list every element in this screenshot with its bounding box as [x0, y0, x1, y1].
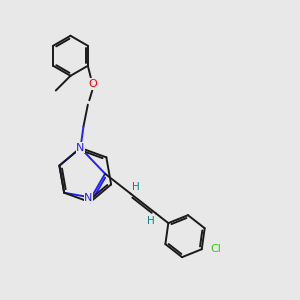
Text: N: N — [76, 143, 85, 153]
Text: Cl: Cl — [211, 244, 221, 254]
Text: O: O — [88, 79, 97, 89]
Text: N: N — [84, 193, 92, 202]
Text: N: N — [76, 143, 85, 153]
Text: H: H — [132, 182, 140, 192]
Text: H: H — [147, 215, 154, 226]
